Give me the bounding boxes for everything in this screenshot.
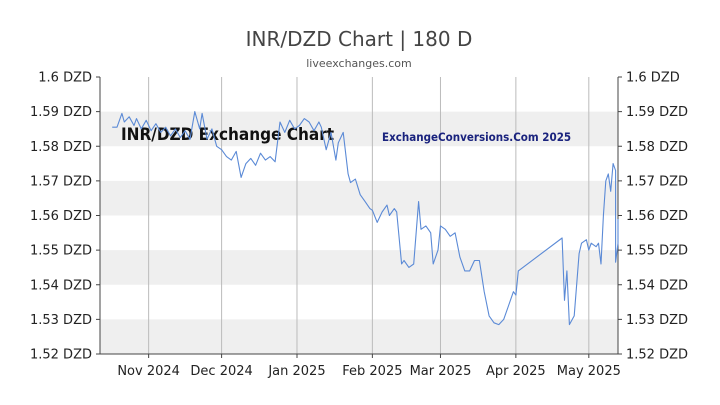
y-tick-label: 1.58 DZD bbox=[626, 140, 688, 155]
y-tick-label: 1.54 DZD bbox=[626, 278, 688, 293]
y-tick-label: 1.56 DZD bbox=[30, 209, 92, 224]
x-tick-label: May 2025 bbox=[557, 364, 621, 379]
x-tick-label: Mar 2025 bbox=[410, 364, 472, 379]
y-tick-label: 1.55 DZD bbox=[30, 244, 92, 259]
vertical-gridlines bbox=[148, 77, 590, 354]
x-tick-label: Nov 2024 bbox=[117, 364, 180, 379]
chart-subtitle: liveexchanges.com bbox=[306, 57, 411, 70]
y-tick-label: 1.52 DZD bbox=[30, 348, 92, 363]
y-tick-label: 1.6 DZD bbox=[626, 71, 680, 86]
y-tick-label: 1.53 DZD bbox=[626, 313, 688, 328]
y-tick-label: 1.57 DZD bbox=[626, 174, 688, 189]
watermark-site: ExchangeConversions.Com 2025 bbox=[382, 130, 571, 144]
y-tick-label: 1.56 DZD bbox=[626, 209, 688, 224]
y-tick-label: 1.59 DZD bbox=[30, 105, 92, 120]
y-axis-left: 1.52 DZD 1.53 DZD 1.54 DZD 1.55 DZD 1.56 DZD… bbox=[30, 71, 100, 363]
x-tick-label: Feb 2025 bbox=[342, 364, 402, 379]
y-tick-label: 1.52 DZD bbox=[626, 348, 688, 363]
series-layer bbox=[112, 111, 619, 326]
y-tick-label: 1.59 DZD bbox=[626, 105, 688, 120]
band bbox=[100, 180, 618, 216]
background-bands bbox=[100, 111, 618, 354]
x-tick-label: Jan 2025 bbox=[267, 364, 325, 379]
y-tick-label: 1.53 DZD bbox=[30, 313, 92, 328]
band bbox=[100, 319, 618, 354]
band bbox=[100, 111, 618, 147]
y-tick-label: 1.58 DZD bbox=[30, 140, 92, 155]
series-line bbox=[112, 111, 619, 326]
y-axis-right: 1.52 DZD 1.53 DZD 1.54 DZD 1.55 DZD 1.56 DZD… bbox=[618, 71, 688, 363]
y-tick-label: 1.55 DZD bbox=[626, 244, 688, 259]
y-tick-label: 1.57 DZD bbox=[30, 174, 92, 189]
x-axis: Nov 2024 Dec 2024 Jan 2025 Feb 2025 Mar 2025… bbox=[117, 354, 621, 379]
chart-title: INR/DZD Chart | 180 D bbox=[246, 27, 473, 51]
x-tick-label: Apr 2025 bbox=[486, 364, 546, 379]
y-tick-label: 1.6 DZD bbox=[38, 71, 92, 86]
x-tick-label: Dec 2024 bbox=[190, 364, 252, 379]
y-tick-label: 1.54 DZD bbox=[30, 278, 92, 293]
band bbox=[100, 250, 618, 285]
